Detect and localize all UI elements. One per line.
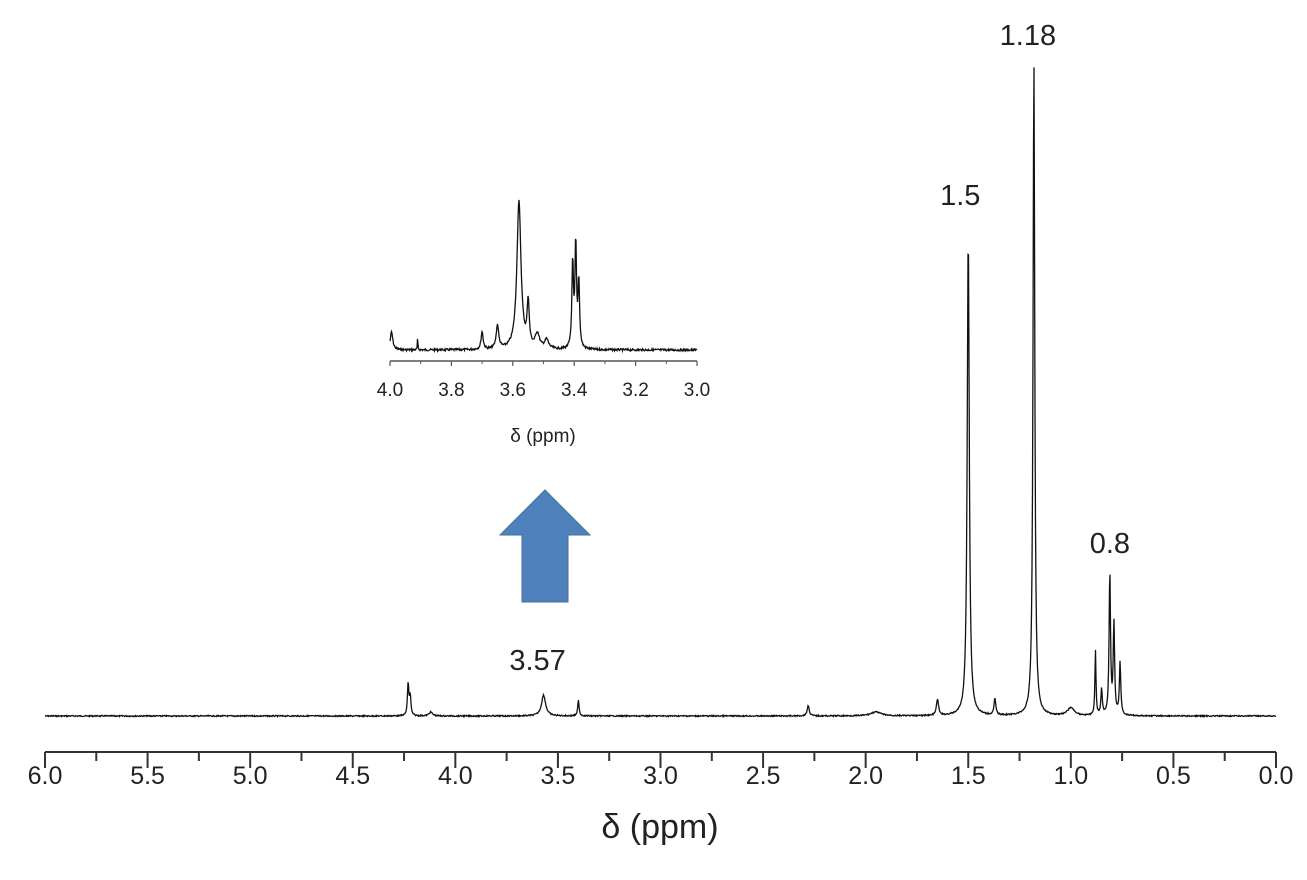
main-x-tick-label: 1.5 [951,762,986,790]
inset-x-tick-label: 3.2 [622,380,648,401]
peak-label: 1.5 [940,180,980,212]
main-x-tick-label: 2.5 [746,762,781,790]
peak-label: 3.57 [509,645,565,677]
main-x-tick-label: 4.5 [335,762,370,790]
main-x-tick-label: 4.0 [438,762,473,790]
main-x-tick-label: 3.5 [541,762,576,790]
inset-x-tick-label: 4.0 [377,380,403,401]
main-x-tick-label: 1.0 [1053,762,1088,790]
peak-label: 0.8 [1090,528,1130,560]
main-x-tick-label: 2.0 [848,762,883,790]
main-x-tick-label: 0.5 [1156,762,1191,790]
peak-label: 1.18 [1000,20,1056,52]
main-spectrum-line [44,67,1276,719]
main-x-tick-label: 0.0 [1259,762,1294,790]
main-x-tick-label: 3.0 [643,762,678,790]
inset-x-axis-label: δ (ppm) [510,426,575,447]
inset-x-tick-label: 3.6 [500,380,526,401]
main-x-tick-label: 5.5 [130,762,165,790]
inset-x-tick-label: 3.4 [561,380,588,401]
up-arrow-icon [498,489,592,603]
main-x-axis-label: δ (ppm) [601,808,718,846]
inset-x-tick-label: 3.8 [438,380,464,401]
main-x-tick-label: 5.0 [233,762,268,790]
inset-spectrum-line [389,199,698,354]
main-x-tick-label: 6.0 [28,762,63,790]
inset-x-tick-label: 3.0 [684,380,710,401]
